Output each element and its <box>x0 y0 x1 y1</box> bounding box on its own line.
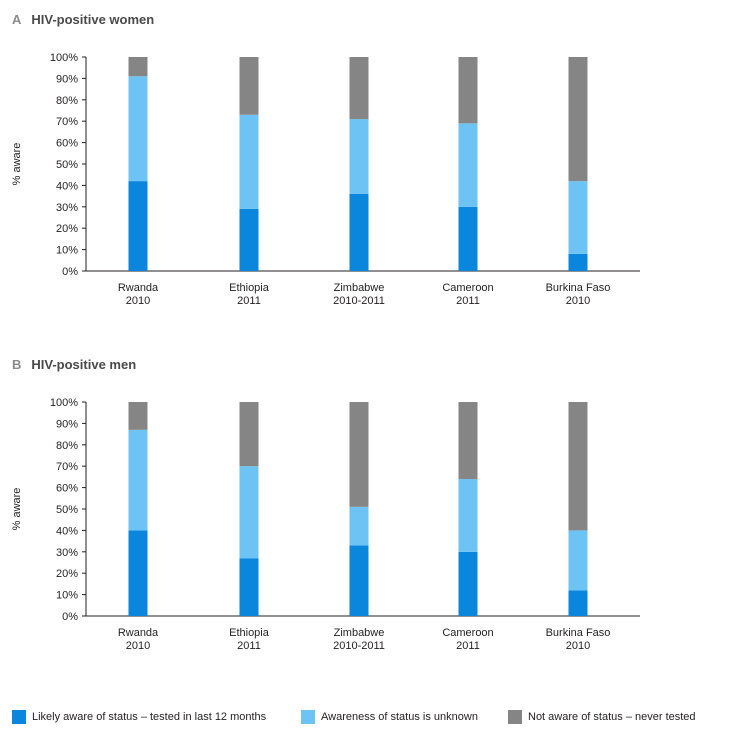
y-tick-label: 80% <box>56 440 78 452</box>
panel-b-title: B HIV-positive men <box>12 357 136 372</box>
bar-segment-never <box>128 57 148 77</box>
x-category-label: Zimbabwe <box>334 627 385 639</box>
bar-segment-never <box>458 57 478 124</box>
legend-item-never: Not aware of status – never tested <box>508 709 696 725</box>
y-tick-label: 20% <box>56 568 78 580</box>
bar-segment-aware <box>128 530 148 616</box>
chart-panel-a: 0% 10% 20% 30% 40% 50% 60% 70% 80% 90% 100% % aware… <box>11 52 640 307</box>
bar-segment-unknown <box>239 114 259 209</box>
x-category-label: Burkina Faso <box>546 282 611 294</box>
y-tick-label: 100% <box>50 52 78 64</box>
legend-swatch-aware <box>12 710 26 724</box>
bar-segment-unknown <box>568 181 588 254</box>
x-category-label: Cameroon <box>442 627 493 639</box>
bar-segment-aware <box>458 551 478 616</box>
y-tick-label: 50% <box>56 159 78 171</box>
legend-item-unknown: Awareness of status is unknown <box>301 709 478 725</box>
x-category-year: 2011 <box>237 640 261 652</box>
y-tick-label: 0% <box>62 611 78 623</box>
x-category-year: 2010 <box>126 640 150 652</box>
bar-segment-aware <box>568 253 588 271</box>
x-category-label: Zimbabwe <box>334 282 385 294</box>
bar-segment-never <box>349 57 369 120</box>
chart-panel-b: 0% 10% 20% 30% 40% 50% 60% 70% 80% 90% 100% % aware… <box>11 397 640 652</box>
bar-segment-unknown <box>239 466 259 559</box>
bar-segment-aware <box>458 206 478 271</box>
y-tick-label: 80% <box>56 95 78 107</box>
bar-segment-never <box>568 57 588 182</box>
bar-segment-aware <box>568 590 588 616</box>
y-tick-label: 50% <box>56 504 78 516</box>
bar-segment-aware <box>349 193 369 271</box>
y-tick-label: 20% <box>56 223 78 235</box>
legend-swatch-never <box>508 710 522 724</box>
bar-segment-never <box>349 402 369 507</box>
x-category-label: Ethiopia <box>229 627 270 639</box>
legend-item-aware: Likely aware of status – tested in last … <box>12 709 266 725</box>
y-tick-label: 60% <box>56 483 78 495</box>
panel-a-letter: A <box>12 12 22 27</box>
y-tick-label: 30% <box>56 547 78 559</box>
y-tick-label: 70% <box>56 116 78 128</box>
x-category-year: 2010 <box>126 295 150 307</box>
y-tick-label: 10% <box>56 245 78 257</box>
bar-segment-unknown <box>128 429 148 531</box>
y-axis-label: % aware <box>11 488 23 531</box>
y-tick-label: 90% <box>56 418 78 430</box>
panel-b-name: HIV-positive men <box>31 357 137 372</box>
x-category-year: 2011 <box>456 640 480 652</box>
bar-segment-unknown <box>458 479 478 552</box>
panel-a-name: HIV-positive women <box>31 12 155 27</box>
y-tick-label: 60% <box>56 138 78 150</box>
y-tick-label: 100% <box>50 397 78 409</box>
bar-segment-aware <box>349 545 369 616</box>
legend-label-aware: Likely aware of status – tested in last … <box>32 711 267 723</box>
legend-swatch-unknown <box>301 710 315 724</box>
bar-segment-unknown <box>128 76 148 182</box>
x-category-label: Rwanda <box>118 627 159 639</box>
y-tick-label: 90% <box>56 73 78 85</box>
x-category-year: 2011 <box>237 295 261 307</box>
legend-label-unknown: Awareness of status is unknown <box>321 711 478 723</box>
x-category-label: Cameroon <box>442 282 493 294</box>
y-tick-label: 70% <box>56 461 78 473</box>
panel-b-letter: B <box>12 357 22 372</box>
y-tick-label: 40% <box>56 525 78 537</box>
panel-a-title: A HIV-positive women <box>12 12 154 27</box>
legend-label-never: Not aware of status – never tested <box>528 711 696 723</box>
x-category-year: 2011 <box>456 295 480 307</box>
y-axis-label: % aware <box>11 143 23 186</box>
bar-segment-unknown <box>458 123 478 207</box>
bar-segment-unknown <box>349 119 369 194</box>
x-category-label: Rwanda <box>118 282 159 294</box>
bar-segment-never <box>128 402 148 430</box>
bar-segment-aware <box>128 181 148 271</box>
y-tick-label: 30% <box>56 202 78 214</box>
bar-segment-never <box>239 57 259 115</box>
x-category-year: 2010 <box>566 295 590 307</box>
bar-segment-never <box>239 402 259 467</box>
bar-segment-never <box>568 402 588 531</box>
x-category-year: 2010 <box>566 640 590 652</box>
x-category-year: 2010-2011 <box>333 640 385 652</box>
bar-segment-unknown <box>349 506 369 546</box>
bar-segment-never <box>458 402 478 480</box>
x-category-label: Ethiopia <box>229 282 270 294</box>
x-category-label: Burkina Faso <box>546 627 611 639</box>
bar-segment-unknown <box>568 530 588 591</box>
y-tick-label: 0% <box>62 266 78 278</box>
y-tick-label: 10% <box>56 590 78 602</box>
y-tick-label: 40% <box>56 180 78 192</box>
x-category-year: 2010-2011 <box>333 295 385 307</box>
bar-segment-aware <box>239 558 259 616</box>
bar-segment-aware <box>239 208 259 271</box>
